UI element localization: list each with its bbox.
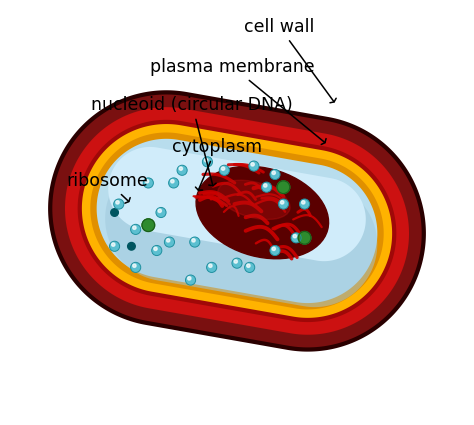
Ellipse shape — [196, 166, 328, 259]
Circle shape — [298, 232, 311, 244]
Circle shape — [179, 167, 182, 170]
Circle shape — [185, 275, 196, 285]
Circle shape — [133, 226, 136, 230]
Polygon shape — [78, 120, 396, 322]
Circle shape — [156, 207, 166, 218]
Circle shape — [154, 247, 157, 250]
Circle shape — [128, 243, 135, 250]
Polygon shape — [82, 124, 392, 318]
Circle shape — [207, 262, 217, 272]
Circle shape — [272, 247, 275, 250]
Circle shape — [188, 277, 191, 280]
Circle shape — [142, 219, 155, 232]
Polygon shape — [52, 94, 422, 347]
Circle shape — [131, 224, 141, 235]
Circle shape — [143, 178, 154, 188]
Polygon shape — [91, 133, 383, 309]
Polygon shape — [97, 139, 377, 303]
Circle shape — [152, 245, 162, 255]
Circle shape — [277, 181, 290, 193]
Circle shape — [158, 209, 162, 212]
Polygon shape — [48, 90, 426, 351]
Circle shape — [164, 237, 174, 247]
Circle shape — [169, 178, 179, 188]
Circle shape — [219, 165, 229, 176]
Circle shape — [166, 239, 170, 242]
Text: cytoplasm: cytoplasm — [172, 138, 262, 190]
Circle shape — [251, 163, 255, 166]
Circle shape — [221, 167, 225, 170]
Circle shape — [131, 262, 141, 272]
Polygon shape — [105, 156, 377, 307]
Circle shape — [109, 241, 119, 251]
Text: plasma membrane: plasma membrane — [150, 58, 326, 144]
Circle shape — [281, 201, 284, 204]
Circle shape — [262, 182, 272, 192]
Circle shape — [246, 264, 250, 267]
Circle shape — [111, 243, 115, 246]
Circle shape — [190, 237, 200, 247]
Text: cell wall: cell wall — [244, 18, 336, 103]
Circle shape — [146, 180, 149, 183]
Circle shape — [133, 264, 136, 267]
Circle shape — [171, 180, 174, 183]
Circle shape — [177, 165, 187, 176]
Circle shape — [264, 184, 267, 187]
Circle shape — [234, 260, 237, 263]
Circle shape — [300, 199, 310, 209]
Ellipse shape — [218, 180, 290, 219]
Circle shape — [232, 258, 242, 268]
Text: nucleoid (circular DNA): nucleoid (circular DNA) — [91, 96, 293, 186]
Circle shape — [293, 235, 297, 238]
Circle shape — [270, 170, 280, 180]
Circle shape — [204, 159, 208, 162]
Circle shape — [111, 209, 118, 216]
Circle shape — [291, 233, 301, 243]
Polygon shape — [108, 147, 366, 261]
Circle shape — [278, 199, 289, 209]
Polygon shape — [65, 107, 409, 335]
Circle shape — [202, 157, 212, 167]
Circle shape — [192, 239, 195, 242]
Circle shape — [270, 245, 280, 255]
Circle shape — [114, 199, 124, 209]
Circle shape — [116, 201, 119, 204]
Circle shape — [209, 264, 212, 267]
Text: ribosome: ribosome — [66, 172, 148, 203]
Circle shape — [245, 262, 255, 272]
Circle shape — [301, 201, 305, 204]
Circle shape — [249, 161, 259, 171]
Circle shape — [272, 171, 275, 175]
